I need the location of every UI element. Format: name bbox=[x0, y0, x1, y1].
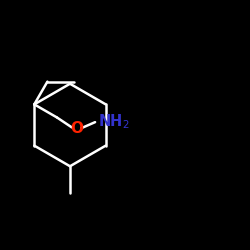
Text: O: O bbox=[70, 121, 83, 136]
Text: NH$_2$: NH$_2$ bbox=[98, 112, 129, 131]
